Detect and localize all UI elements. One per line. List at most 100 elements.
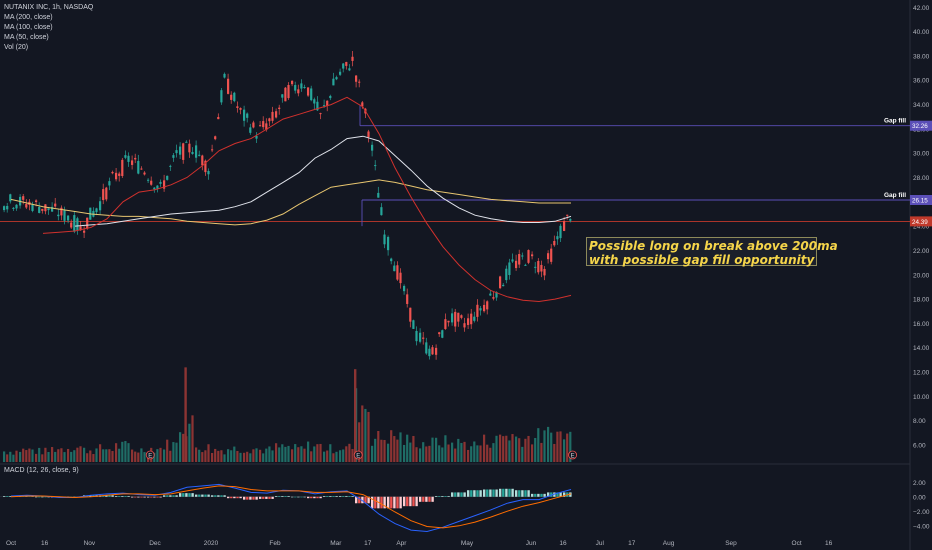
candle-body [463,323,466,328]
volume-bar [435,437,438,462]
candle-body [441,330,444,338]
volume-bar [467,449,470,462]
volume-bar [377,431,380,462]
candle-body [223,73,226,78]
volume-bar [41,454,44,462]
candle-body [268,118,271,122]
volume-bar [287,445,290,462]
macd-hist-bar [259,496,262,499]
volume-bar [351,449,354,462]
volume-bar [502,436,505,462]
volume-bar [556,431,559,462]
volume-bar [278,447,281,462]
macd-hist-bar [495,489,498,497]
ma50-label: MA (50, close) [4,34,49,41]
candle-body [553,240,556,246]
macd-hist-bar [489,489,492,497]
volume-bar [447,444,450,462]
macd-hist-bar [399,496,402,509]
volume-bar [127,443,130,462]
candle-body [396,265,399,280]
volume-bar [12,454,15,462]
volume-bar [396,439,399,462]
volume-bar [86,453,89,462]
volume-bar [268,446,271,462]
volume-bar [134,451,137,462]
candle-body [412,320,415,329]
time-tick-label: Sep [725,540,737,547]
macd-hist-bar [291,496,294,498]
volume-bar [156,449,159,462]
macd-hist-bar [214,495,217,497]
candle-body [339,71,342,75]
volume-bar [428,445,431,462]
candle-body [547,253,550,260]
candle-body [271,111,274,121]
candle-body [502,284,505,287]
candle-body [355,75,358,82]
candle-body [454,311,457,327]
macd-hist-bar [195,494,198,497]
macd-hist-bar [451,492,454,497]
macd-hist-bar [326,496,329,497]
macd-hist-bar [473,490,476,497]
volume-bar [425,446,428,462]
macd-hist-bar [559,492,562,497]
volume-bar [191,415,194,462]
macd-hist-bar [41,496,44,498]
macd-hist-bar [313,496,316,499]
volume-bar [111,451,114,462]
macd-hist-bar [172,495,175,497]
volume-bar [393,436,396,462]
macd-hist-bar [329,496,332,497]
volume-bar [51,447,54,462]
candle-body [60,207,63,216]
macd-hist-bar [505,488,508,497]
candle-body [111,171,114,174]
candle-body [294,85,297,91]
price-tick-label: 20.00 [913,272,930,279]
macd-hist-bar [563,492,566,497]
volume-bar [339,450,342,462]
macd-hist-bar [198,494,201,497]
time-tick-label: 17 [628,540,636,547]
candle-body [239,108,242,110]
candle-body [102,189,105,201]
volume-bar [367,411,370,462]
candle-body [323,105,326,107]
macd-hist-bar [156,496,159,498]
macd-hist-bar [137,496,140,498]
candle-body [415,330,418,342]
volume-spike [354,369,357,462]
volume-bar [60,448,63,462]
volume-bar [143,452,146,462]
macd-hist-bar [479,490,482,497]
candle-body [217,116,220,120]
macd-tick-label: 2.00 [913,480,926,487]
volume-bar [390,430,393,462]
candle-body [44,204,47,212]
candles [3,50,572,360]
macd-hist-bar [284,496,287,497]
price-tick-label: 14.00 [913,345,930,352]
volume-bar [22,448,25,462]
candle-body [284,87,287,102]
macd-hist-bar [387,496,390,509]
volume-bar [508,440,511,462]
candle-body [9,194,12,202]
macd-hist-bar [47,496,50,498]
candle-body [198,154,201,156]
candle-body [249,127,252,133]
macd-hist-bar [332,496,335,497]
macd-hist-bar [179,493,182,497]
candle-body [147,179,150,181]
candle-body [393,265,396,272]
annotation-note[interactable]: Possible long on break above 200ma with … [586,237,838,267]
candle-body [137,160,140,174]
volume-bar [412,435,415,462]
macd-hist-bar [268,496,271,499]
ma200-line [10,179,571,226]
macd-hist-bar [486,489,489,497]
volume-bar [403,444,406,462]
